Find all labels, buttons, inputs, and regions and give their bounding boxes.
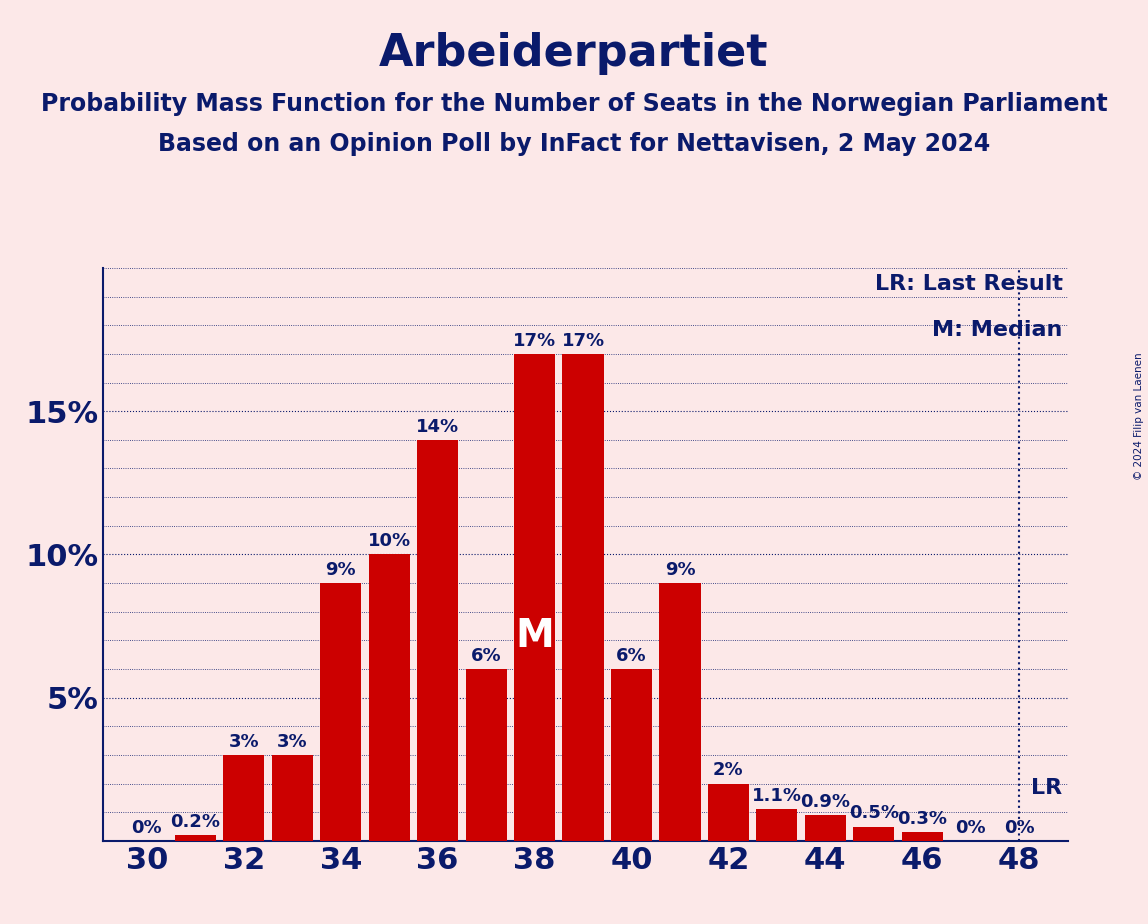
Bar (805, 815, 846, 841)
Bar (272, 755, 313, 841)
Text: 10%: 10% (367, 532, 411, 550)
Text: 0.5%: 0.5% (848, 804, 899, 822)
Bar (708, 784, 748, 841)
Text: M: Median: M: Median (932, 320, 1063, 339)
Bar (611, 669, 652, 841)
Text: 3%: 3% (228, 733, 259, 750)
Text: © 2024 Filip van Laenen: © 2024 Filip van Laenen (1134, 352, 1143, 480)
Text: 6%: 6% (471, 647, 502, 664)
Bar (466, 669, 506, 841)
Bar (174, 835, 216, 841)
Bar (853, 826, 894, 841)
Text: Probability Mass Function for the Number of Seats in the Norwegian Parliament: Probability Mass Function for the Number… (40, 92, 1108, 116)
Text: 17%: 17% (561, 332, 605, 349)
Text: LR: LR (1031, 778, 1062, 797)
Text: M: M (515, 617, 554, 655)
Text: 6%: 6% (616, 647, 646, 664)
Text: 2%: 2% (713, 761, 744, 779)
Text: Based on an Opinion Poll by InFact for Nettavisen, 2 May 2024: Based on an Opinion Poll by InFact for N… (158, 132, 990, 156)
Bar (659, 583, 700, 841)
Text: 3%: 3% (277, 733, 308, 750)
Bar (369, 554, 410, 841)
Text: 0%: 0% (955, 819, 986, 836)
Text: 0.9%: 0.9% (800, 793, 851, 810)
Text: 0%: 0% (1003, 819, 1034, 836)
Text: LR: Last Result: LR: Last Result (875, 274, 1063, 294)
Text: 0.3%: 0.3% (898, 810, 947, 828)
Bar (417, 440, 458, 841)
Bar (223, 755, 264, 841)
Text: 1.1%: 1.1% (752, 787, 802, 805)
Text: Arbeiderpartiet: Arbeiderpartiet (379, 32, 769, 76)
Text: 14%: 14% (416, 418, 459, 435)
Bar (563, 354, 604, 841)
Text: 0.2%: 0.2% (170, 813, 220, 831)
Bar (757, 809, 798, 841)
Bar (901, 833, 943, 841)
Text: 0%: 0% (132, 819, 162, 836)
Bar (320, 583, 362, 841)
Text: 17%: 17% (513, 332, 556, 349)
Text: 9%: 9% (665, 561, 696, 578)
Bar (514, 354, 556, 841)
Text: 9%: 9% (325, 561, 356, 578)
